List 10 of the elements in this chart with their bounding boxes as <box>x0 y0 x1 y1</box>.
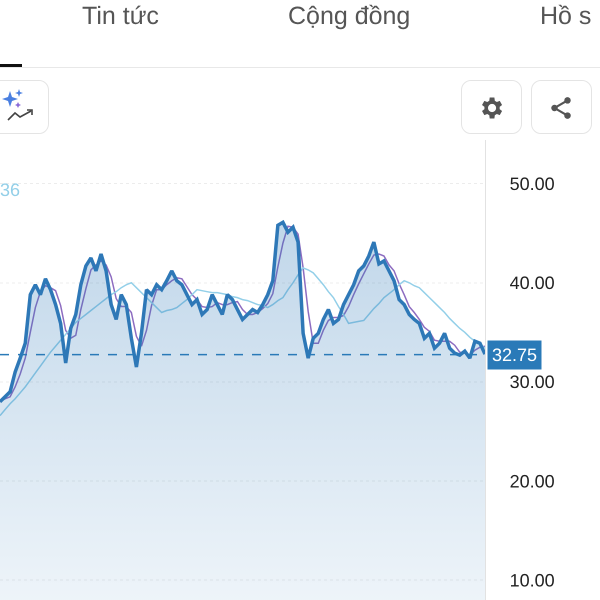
text: Cộng đồng <box>288 2 410 31</box>
ref-line-label: 32.75 <box>492 345 538 365</box>
y-tick-label: 40.00 <box>510 273 555 294</box>
y-tick-label: 10.00 <box>510 570 555 590</box>
y-tick-label: 50.00 <box>510 174 555 194</box>
y-tick-label: 30.00 <box>510 372 555 392</box>
annotation: 36 <box>0 180 20 201</box>
y-tick-label: 20.00 <box>510 471 555 492</box>
text: Hồ s <box>540 2 592 31</box>
text: Tin tức <box>82 2 159 31</box>
